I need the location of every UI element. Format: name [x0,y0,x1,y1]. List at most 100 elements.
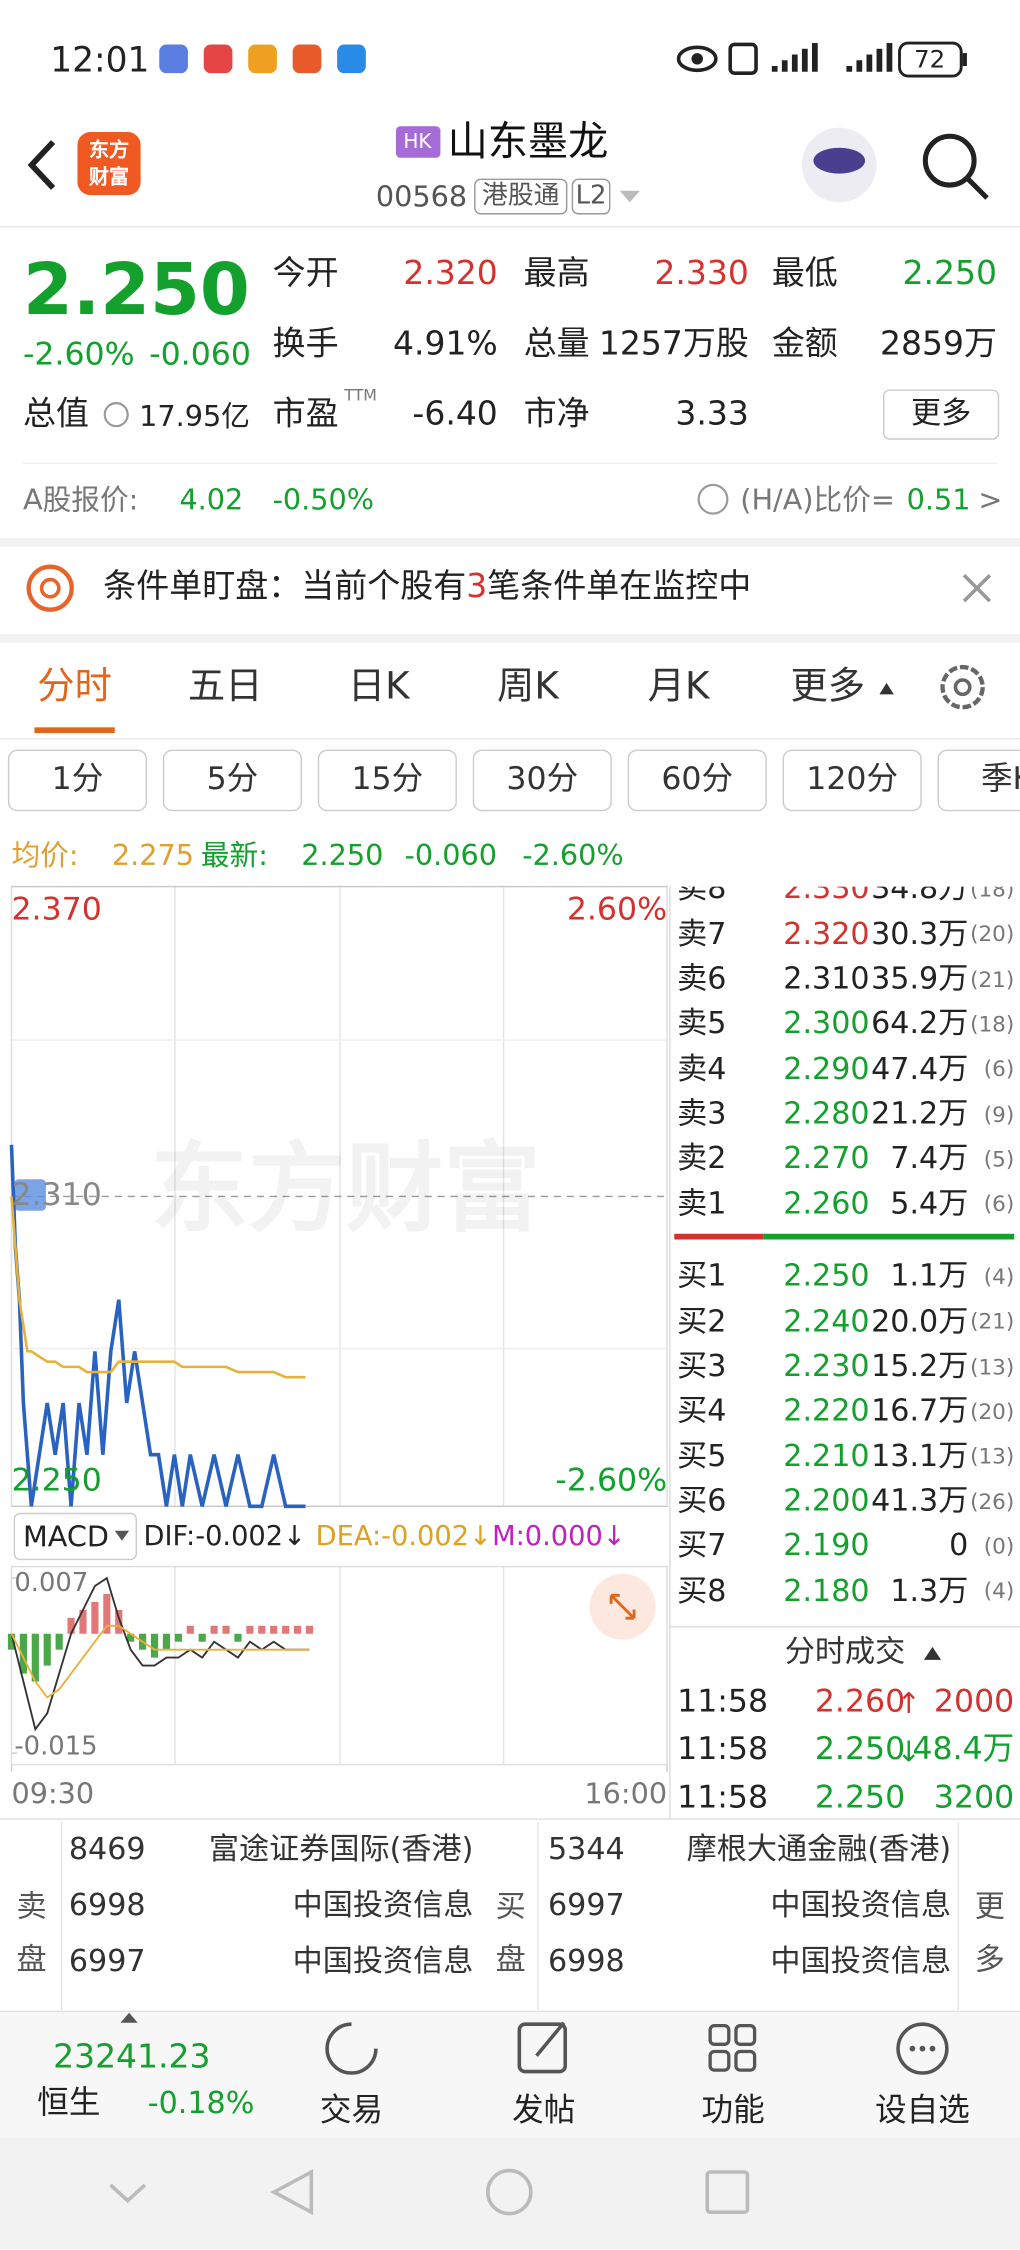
post-icon [535,2021,566,2057]
book-price: 2.290 [783,1050,870,1086]
tab[interactable]: 分时 [37,666,112,710]
search-icon [966,177,989,200]
book-price: 2.320 [783,916,870,951]
book-count: (18) [970,1011,1015,1038]
watchlist-icon-dot [929,2045,936,2052]
ratio-arrow[interactable]: > [978,482,1003,517]
interval-button[interactable] [317,749,457,812]
macd-bar [7,1633,16,1650]
macd-bar [174,1633,182,1642]
nav-item[interactable]: 设自选 [875,2092,970,2129]
alert-text[interactable]: 条件单盯盘：当前个股有3笔条件单在监控中 [103,568,751,608]
field-sup: TTM [344,386,377,406]
book-level: 卖8 [677,886,727,906]
system-recent[interactable] [705,2170,750,2214]
interval-button[interactable] [937,749,1020,812]
book-level: 卖4 [677,1050,727,1086]
tab[interactable]: 五日 [187,666,263,710]
nav-item[interactable]: 功能 [701,2092,765,2129]
macd-bar [91,1601,99,1634]
interval-label[interactable]: 季K [980,761,1020,798]
interval-label[interactable]: 120分 [806,761,899,798]
broker-name: 中国投资信息 [770,1944,952,1979]
macd-title[interactable]: MACD [22,1519,109,1554]
book-level: 买2 [677,1303,727,1339]
alert-icon [26,564,74,612]
book-price: 2.270 [783,1140,870,1176]
field-label: 最低 [771,255,838,293]
book-divider-buy [763,1233,1015,1240]
interval-button[interactable] [782,749,922,812]
book-volume: 47.4万 [871,1050,969,1086]
info-icon [103,402,129,428]
stock-code: 00568 [375,179,468,214]
trade-icon [325,2022,378,2075]
interval-label[interactable]: 5分 [206,761,259,798]
app-icon [203,44,233,74]
tab-indicator [34,727,115,734]
macd-selector[interactable] [13,1512,138,1561]
search-icon[interactable] [922,133,977,188]
legend-label: 最新: [200,837,268,873]
dropdown-arrow[interactable] [619,190,640,203]
book-price: 2.190 [783,1528,870,1563]
book-volume: 1.1万 [890,1258,969,1294]
settings-icon[interactable] [940,664,985,710]
broker-queue: 卖盘买盘更多 8469 富途证券国际(香港) 6998 中国投资信息 6997 中国投资信息… [0,1821,1020,2010]
book-divider-sell [674,1233,764,1240]
interval-button[interactable] [7,749,148,812]
side-label[interactable]: 更 [974,1889,1005,1925]
side-label[interactable]: 多 [974,1943,1005,1978]
book-level: 买7 [677,1528,727,1563]
more-button[interactable] [882,389,1000,440]
interval-button[interactable] [472,749,612,812]
book-volume: 5.4万 [890,1185,969,1221]
alert-part: 条件单盯盘：当前个股有 [103,568,467,606]
broker-code: 5344 [548,1832,625,1867]
trades-title[interactable]: 分时成交 [784,1634,906,1670]
tab[interactable]: 日K [347,666,410,710]
interval-label[interactable]: 15分 [351,761,424,798]
interval-button[interactable] [162,749,302,812]
nav-item[interactable]: 发帖 [512,2092,576,2129]
field-value: 2.330 [654,255,749,293]
book-count: (6) [983,1056,1015,1082]
macd-bar [115,1609,123,1634]
book-count: (9) [983,1101,1015,1127]
nav-item[interactable]: 交易 [319,2092,384,2129]
book-count: (5) [983,1145,1015,1172]
legend-value: 2.275 [111,837,195,873]
macd-bar [127,1633,135,1642]
broker-name: 摩根大通金融(香港) [686,1832,952,1867]
function-icon [708,2049,731,2072]
close-icon[interactable] [962,574,992,603]
system-hide[interactable] [109,2183,147,2204]
interval-button[interactable] [627,749,767,812]
interval-label[interactable]: 60分 [661,761,734,798]
interval-label[interactable]: 30分 [506,761,579,798]
macd-bar [282,1625,290,1634]
more-button-label[interactable]: 更多 [910,396,972,431]
tab[interactable]: 月K [647,666,710,710]
field-value: 1257万股 [598,325,749,364]
side-label: 买 [495,1889,526,1925]
book-count: (21) [970,966,1015,993]
book-volume: 30.3万 [871,916,969,951]
tab[interactable]: 更多 [790,666,866,710]
macd-bar [293,1625,302,1634]
tab[interactable]: 周K [497,666,559,710]
alert-part: 3 [466,568,488,606]
help-icon[interactable] [697,483,729,515]
interval-label[interactable]: 1分 [51,761,104,798]
marker-badge [14,1179,46,1211]
field-label: 总量 [523,325,590,364]
side-label: 盘 [495,1943,526,1978]
back-button[interactable] [27,140,56,190]
macd-bar [246,1625,254,1634]
system-back[interactable] [270,2168,314,2216]
signal-bar [876,48,883,72]
book-price: 2.330 [783,886,870,906]
system-home[interactable] [485,2168,533,2216]
macd-bar [222,1625,230,1634]
macd-bar [234,1633,242,1642]
